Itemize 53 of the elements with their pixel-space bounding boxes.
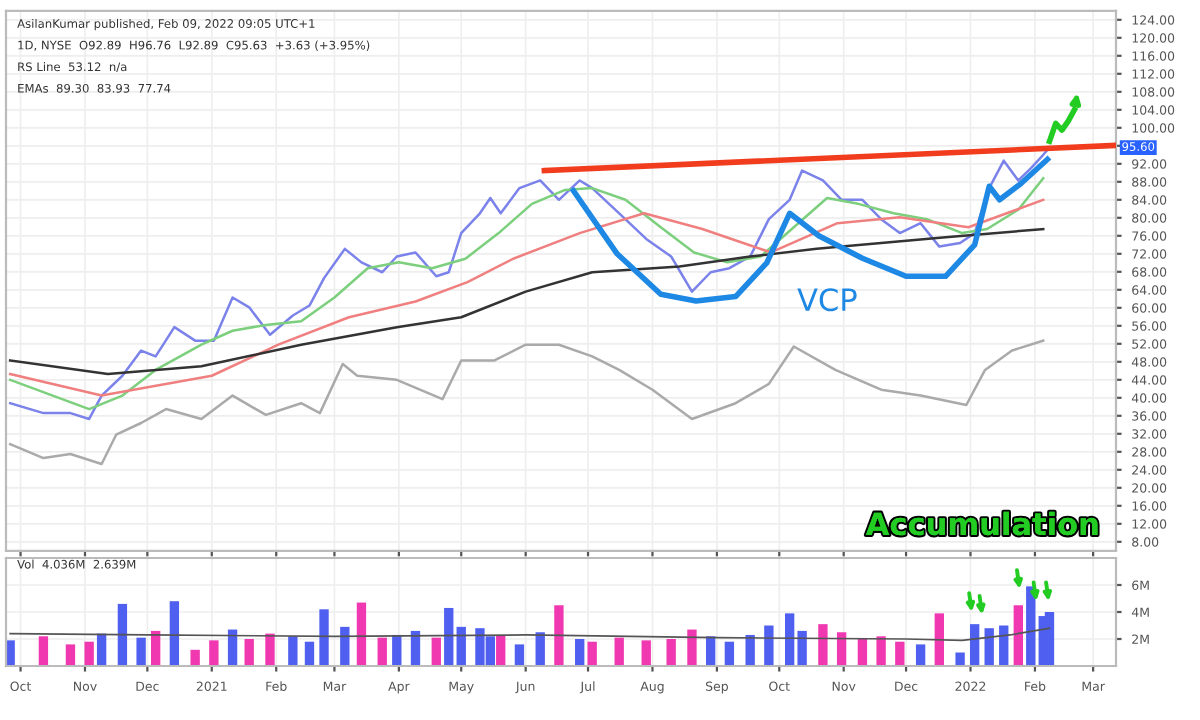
bar (1044, 612, 1055, 666)
bar (209, 640, 219, 666)
bar (377, 637, 387, 666)
bar (857, 639, 868, 666)
bar (705, 636, 716, 666)
bar (356, 602, 367, 666)
bar (955, 652, 965, 666)
bar (431, 637, 441, 666)
bar (444, 607, 454, 666)
annotation: VCP (797, 288, 857, 312)
bar (687, 629, 697, 666)
bar (38, 636, 49, 666)
bar (764, 625, 774, 666)
line-series (8, 227, 1045, 376)
bar (456, 626, 466, 666)
bar (554, 605, 564, 666)
bar (895, 641, 905, 666)
bar (934, 613, 944, 666)
bar (288, 636, 298, 666)
bar (319, 609, 329, 666)
bar (265, 633, 275, 666)
bar (227, 629, 238, 666)
bar (614, 637, 624, 666)
bar (136, 637, 146, 666)
line-series (8, 198, 1045, 397)
bar (915, 644, 926, 666)
bar (84, 641, 94, 666)
bar (575, 639, 585, 666)
bar (876, 636, 886, 666)
bar (836, 632, 847, 666)
bar (969, 624, 980, 666)
bar (745, 634, 755, 666)
bar (984, 628, 994, 666)
bar (724, 641, 735, 666)
bar (244, 639, 254, 666)
annotation: Accumulation (865, 511, 1098, 536)
line-series (8, 176, 1045, 411)
line-series (8, 339, 1045, 466)
bar (169, 601, 180, 666)
bar (190, 649, 200, 666)
bar (641, 640, 651, 666)
bar (117, 603, 128, 666)
line-series (8, 146, 1051, 421)
line-series (9, 627, 1051, 642)
bar (587, 641, 597, 666)
bar (514, 644, 525, 666)
bar (1013, 605, 1023, 666)
bar (65, 644, 76, 666)
bar (496, 634, 506, 666)
bar (818, 624, 828, 666)
bar (999, 625, 1009, 666)
bar (304, 641, 315, 666)
bar (666, 639, 676, 666)
